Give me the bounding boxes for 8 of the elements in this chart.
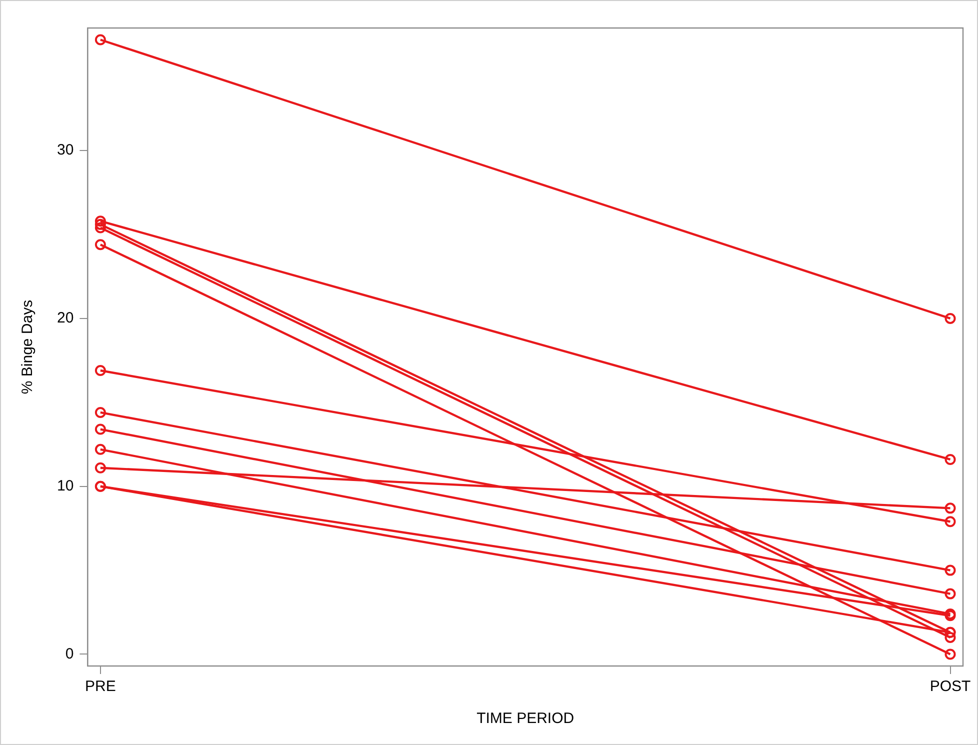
y-tick-label: 10	[56, 477, 74, 494]
x-tick-label: PRE	[85, 678, 116, 696]
x-tick-label: POST	[930, 678, 971, 696]
y-tick-label: 30	[56, 142, 74, 159]
x-axis-title: TIME PERIOD	[476, 710, 574, 728]
y-tick-label: 20	[56, 310, 74, 327]
y-axis-title: % Binge Days	[19, 300, 36, 394]
y-tick-label: 0	[65, 645, 74, 662]
